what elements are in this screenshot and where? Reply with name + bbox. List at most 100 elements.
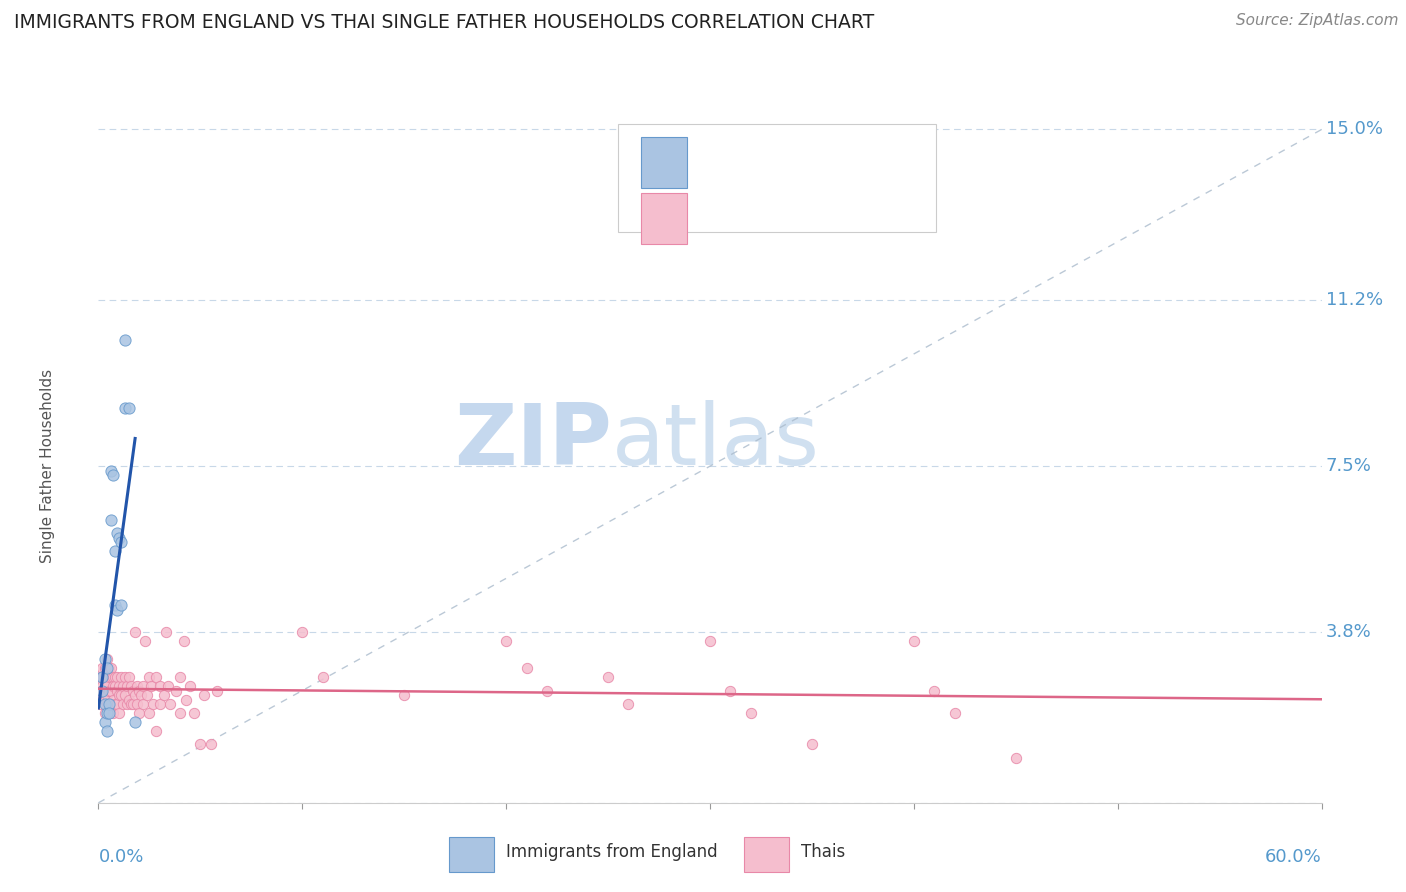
Point [124,625,146,640]
Point [105,670,128,684]
Point [96,688,118,702]
Point [100,661,122,675]
Point [114,401,136,415]
Point [105,697,128,711]
Point [100,697,122,711]
Point [128,683,150,698]
Point [115,697,138,711]
Point [105,603,128,617]
Point [699,634,721,648]
Point [152,688,174,702]
Point [101,670,124,684]
Point [114,688,136,702]
Point [105,526,128,541]
Point [96,706,118,720]
Text: 7.5%: 7.5% [1326,457,1372,475]
Point [96,679,118,693]
Point [96,670,118,684]
Point [101,706,124,720]
Point [114,670,136,684]
Point [89,697,111,711]
Point [122,683,145,698]
Point [169,706,191,720]
Point [91,670,114,684]
Point [149,697,172,711]
Point [118,401,141,415]
Point [93,661,115,675]
Point [104,544,127,558]
Text: 24: 24 [852,153,876,171]
Point [132,697,155,711]
Point [96,661,118,675]
Point [291,625,314,640]
Point [89,683,111,698]
Point [145,670,167,684]
Point [111,679,134,693]
Point [108,679,131,693]
Point [96,697,118,711]
Point [96,723,118,738]
Point [97,683,120,698]
Point [100,683,122,698]
Point [100,670,122,684]
Point [108,706,131,720]
Point [104,697,127,711]
Point [110,688,132,702]
Point [718,683,742,698]
Point [120,679,142,693]
Text: ZIP: ZIP [454,400,612,483]
Point [598,670,620,684]
Point [97,697,120,711]
Point [101,679,124,693]
Point [159,697,181,711]
Point [174,692,197,706]
Point [93,692,115,706]
Point [104,599,127,613]
Point [122,697,145,711]
Point [101,692,124,706]
Point [903,634,925,648]
Point [200,738,222,752]
Point [128,706,150,720]
Text: -0.292: -0.292 [749,210,813,227]
Point [108,688,131,702]
Point [142,697,165,711]
Point [101,468,124,483]
Point [141,679,163,693]
Point [100,513,122,527]
Point [188,738,212,752]
Point [93,679,115,693]
Point [97,670,120,684]
Text: Thais: Thais [801,843,845,861]
Point [93,652,115,666]
Point [105,683,128,698]
Point [127,679,149,693]
Point [943,706,966,720]
Point [740,706,762,720]
Point [145,723,167,738]
Point [93,670,115,684]
Point [114,334,136,348]
Point [392,688,416,702]
Text: 0.0%: 0.0% [98,847,143,866]
Point [110,670,132,684]
Point [108,531,131,545]
Point [617,697,640,711]
Text: N =: N = [810,210,849,227]
Point [155,625,177,640]
Point [922,683,945,698]
Point [93,697,115,711]
Point [124,688,146,702]
Point [100,464,122,478]
Point [111,697,134,711]
Text: N =: N = [810,153,849,171]
Point [120,697,142,711]
Point [110,599,132,613]
Point [91,688,114,702]
Text: 15.0%: 15.0% [1326,120,1382,138]
Point [1004,751,1026,765]
Point [118,670,141,684]
Text: atlas: atlas [612,400,820,483]
Point [132,679,155,693]
Text: IMMIGRANTS FROM ENGLAND VS THAI SINGLE FATHER HOUSEHOLDS CORRELATION CHART: IMMIGRANTS FROM ENGLAND VS THAI SINGLE F… [14,13,875,32]
